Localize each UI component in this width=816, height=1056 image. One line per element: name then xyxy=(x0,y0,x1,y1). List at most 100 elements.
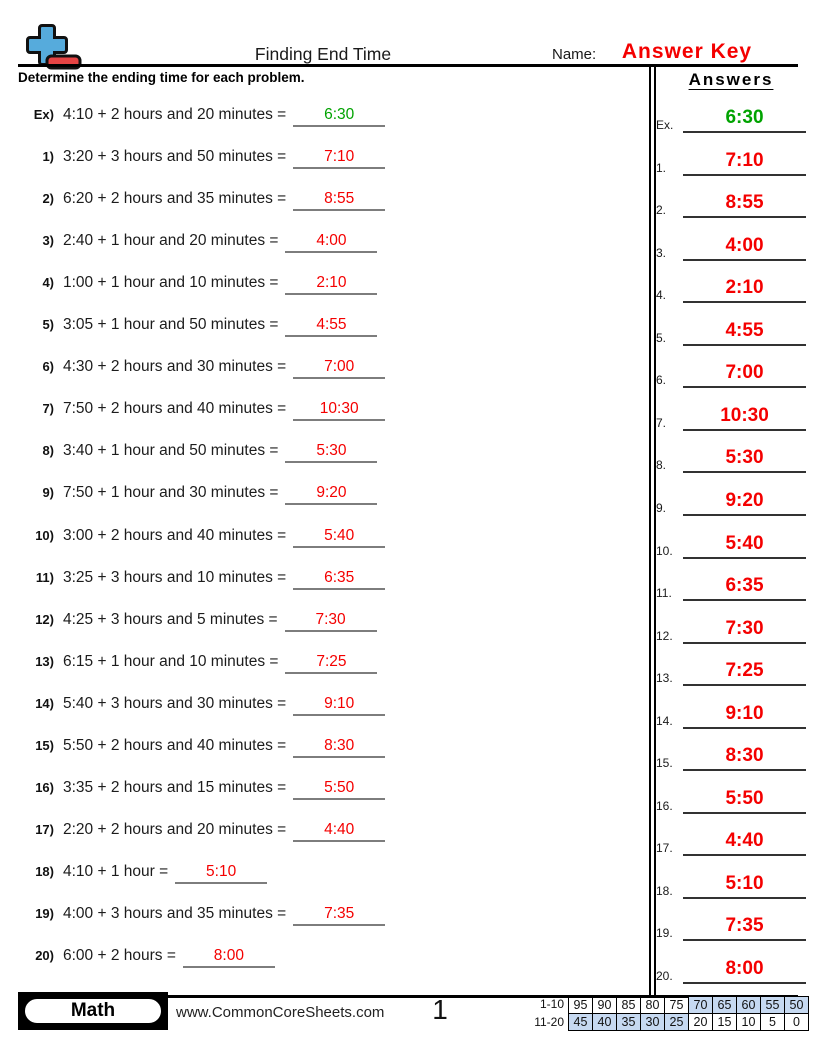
answer-number: 10. xyxy=(656,543,673,558)
problem-number: 17) xyxy=(35,821,54,837)
answer-number: 14. xyxy=(656,713,673,728)
answer-value: 5:40 xyxy=(324,526,355,544)
answer-row: Ex. 6:30 xyxy=(656,105,806,133)
answer-number: 15. xyxy=(656,756,673,771)
answer-value: 7:35 xyxy=(324,904,355,922)
answer-row: 1. 7:10 xyxy=(656,148,806,176)
answer-row: 2. 8:55 xyxy=(656,190,806,219)
score-cell: 90 xyxy=(592,996,617,1014)
score-cell: 70 xyxy=(688,996,713,1014)
score-row: 45 40 35 30 25 20 15 10 5 0 xyxy=(568,1013,809,1031)
name-value-answer-key: Answer Key xyxy=(621,40,753,63)
problem-number: 2) xyxy=(42,191,54,207)
answer-row: 12. 7:30 xyxy=(656,616,806,644)
answer-number: 12. xyxy=(656,628,673,643)
problem-row: 6) 4:30 + 2 hours and 30 minutes = 7:00 xyxy=(18,356,638,380)
problem-row: 15) 5:50 + 2 hours and 40 minutes = 8:30 xyxy=(18,735,638,758)
problem-text: 4:10 + 1 hour = xyxy=(63,862,169,880)
problem-number: 16) xyxy=(35,779,54,795)
answer-value: 6:35 xyxy=(324,568,355,586)
score-cell: 30 xyxy=(640,1013,665,1031)
answer-key-value: 2:10 xyxy=(683,277,806,304)
answer-blank: 9:10 xyxy=(293,693,386,716)
score-cell: 50 xyxy=(784,996,809,1014)
problem-row: 11) 3:25 + 3 hours and 10 minutes = 6:35 xyxy=(18,567,638,590)
answer-value: 8:30 xyxy=(324,736,355,754)
problem-text: 3:35 + 2 hours and 15 minutes = xyxy=(63,778,287,796)
problem-text: 3:00 + 2 hours and 40 minutes = xyxy=(63,526,287,544)
answer-value: 9:10 xyxy=(324,694,355,712)
problem-number: 4) xyxy=(42,275,54,291)
answer-row: 18. 5:10 xyxy=(656,871,806,899)
score-cell: 85 xyxy=(616,996,641,1014)
website-text: www.CommonCoreSheets.com xyxy=(176,1004,385,1021)
problem-row: 10) 3:00 + 2 hours and 40 minutes = 5:40 xyxy=(18,525,638,548)
answer-row: 10. 5:40 xyxy=(656,531,806,559)
problem-number: 8) xyxy=(42,443,54,459)
answer-number: 19. xyxy=(656,926,673,941)
name-label: Name: xyxy=(552,46,597,63)
answer-row: 3. 4:00 xyxy=(656,233,806,261)
answer-blank: 4:55 xyxy=(285,314,378,338)
answer-number: 2. xyxy=(656,203,667,218)
answer-key-value: 8:00 xyxy=(683,958,806,984)
answer-blank: 7:25 xyxy=(285,651,378,674)
problem-row: 2) 6:20 + 2 hours and 35 minutes = 8:55 xyxy=(18,188,638,212)
answer-value: 5:10 xyxy=(206,862,237,880)
problem-text: 1:00 + 1 hour and 10 minutes = xyxy=(63,274,279,292)
answer-value: 5:30 xyxy=(316,442,347,460)
answer-key-value: 8:55 xyxy=(683,192,806,219)
answer-blank: 6:35 xyxy=(293,567,386,590)
problem-text: 3:40 + 1 hour and 50 minutes = xyxy=(63,442,279,460)
answer-value: 7:10 xyxy=(324,148,355,166)
problem-text: 4:00 + 3 hours and 35 minutes = xyxy=(63,904,287,922)
answer-key-value: 7:25 xyxy=(683,660,806,687)
answer-blank: 5:10 xyxy=(175,861,268,884)
answer-blank: 8:55 xyxy=(293,188,386,212)
score-cell: 0 xyxy=(784,1013,809,1031)
answer-row: 16. 5:50 xyxy=(656,786,806,814)
answer-value: 7:00 xyxy=(324,358,355,376)
problem-text: 6:00 + 2 hours = xyxy=(63,947,176,964)
answer-key-value: 8:30 xyxy=(683,745,806,772)
answer-value: 4:00 xyxy=(316,232,347,250)
answer-key-value: 6:30 xyxy=(683,107,806,133)
problem-row: Ex) 4:10 + 2 hours and 20 minutes = 6:30 xyxy=(18,104,638,127)
problem-number: 15) xyxy=(35,737,54,753)
answer-blank: 8:30 xyxy=(293,735,386,758)
problem-row: 17) 2:20 + 2 hours and 20 minutes = 4:40 xyxy=(18,819,638,842)
answers-column-divider xyxy=(649,66,656,995)
answer-number: 18. xyxy=(656,883,673,898)
problem-number: Ex) xyxy=(33,107,54,122)
answer-row: 8. 5:30 xyxy=(656,445,806,474)
score-cell: 95 xyxy=(568,996,593,1014)
answer-number: 3. xyxy=(656,245,667,260)
problem-text: 7:50 + 2 hours and 40 minutes = xyxy=(63,400,287,418)
answer-row: 9. 9:20 xyxy=(656,488,806,516)
answer-blank: 5:50 xyxy=(293,777,386,800)
problem-text: 5:40 + 3 hours and 30 minutes = xyxy=(63,694,287,712)
problem-text: 6:15 + 1 hour and 10 minutes = xyxy=(63,652,279,670)
answer-number: 20. xyxy=(656,969,673,983)
answer-number: 5. xyxy=(656,330,667,345)
problem-text: 4:25 + 3 hours and 5 minutes = xyxy=(63,610,278,628)
answer-key-value: 7:00 xyxy=(683,362,806,389)
answer-number: Ex. xyxy=(656,118,674,132)
answer-key-value: 7:35 xyxy=(683,915,806,942)
score-grid: 95 90 85 80 75 70 65 60 55 50 45 40 35 30 25 20 15 10 5 0 xyxy=(568,996,809,1031)
score-cell: 65 xyxy=(712,996,737,1014)
answer-value: 6:30 xyxy=(324,106,355,123)
answer-value: 9:20 xyxy=(316,484,347,502)
answer-number: 17. xyxy=(656,841,673,856)
problem-row: 9) 7:50 + 1 hour and 30 minutes = 9:20 xyxy=(18,482,638,506)
score-cell: 25 xyxy=(664,1013,689,1031)
problem-number: 10) xyxy=(35,527,54,543)
problem-text: 4:10 + 2 hours and 20 minutes = xyxy=(63,106,287,123)
answer-key-value: 4:40 xyxy=(683,830,806,857)
score-cell: 5 xyxy=(760,1013,785,1031)
answer-value: 7:25 xyxy=(316,652,347,670)
problem-row: 8) 3:40 + 1 hour and 50 minutes = 5:30 xyxy=(18,440,638,464)
answer-row: 19. 7:35 xyxy=(656,913,806,942)
answer-row: 14. 9:10 xyxy=(656,701,806,729)
problem-text: 3:20 + 3 hours and 50 minutes = xyxy=(63,148,287,166)
